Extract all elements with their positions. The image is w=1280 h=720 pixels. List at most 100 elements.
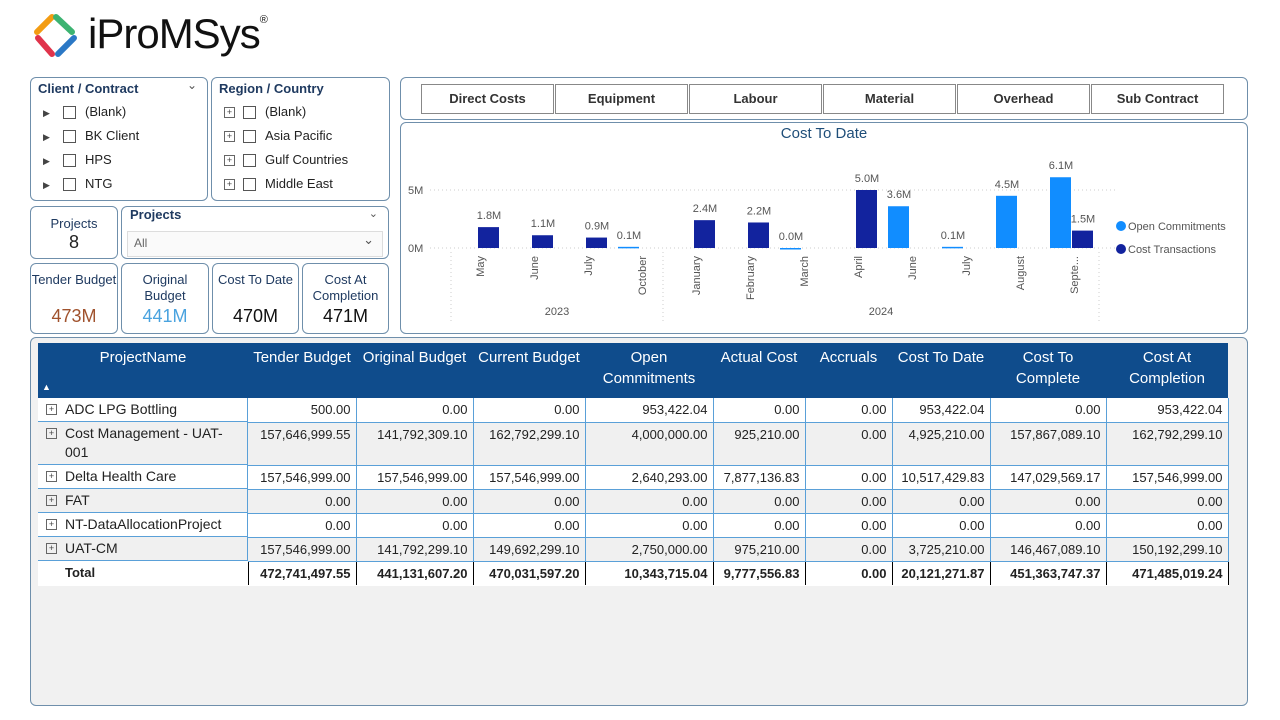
cell: 0.00: [805, 513, 893, 538]
kpi-value: 441M: [142, 306, 188, 326]
cell: 953,422.04: [1106, 398, 1229, 423]
x-tick-label: March: [799, 256, 811, 287]
column-header[interactable]: Open Commitments: [585, 343, 713, 398]
slicer-item[interactable]: + Gulf Countries: [224, 152, 348, 168]
bar: [586, 237, 607, 248]
table-row: + ADC LPG Bottling 500.00 0.00 0.00 953,422.0…: [38, 398, 1229, 423]
checkbox[interactable]: [243, 106, 256, 120]
project-name: Cost Management - UAT-001: [65, 425, 223, 460]
item-label: HPS: [85, 152, 112, 167]
column-header[interactable]: Accruals: [805, 343, 892, 398]
cell: 3,725,210.00: [892, 537, 991, 562]
cell: 0.00: [356, 489, 474, 514]
dropdown-box[interactable]: All ⌄: [127, 231, 383, 257]
item-label: Middle East: [265, 176, 333, 191]
bar: [618, 246, 639, 249]
cell: 157,867,089.10: [990, 422, 1107, 466]
checkbox[interactable]: [243, 130, 256, 144]
checkbox[interactable]: [243, 178, 256, 192]
cell: 4,000,000.00: [585, 422, 714, 466]
project-name: ADC LPG Bottling: [65, 401, 178, 417]
x-tick-label: May: [475, 256, 487, 277]
projects-dropdown[interactable]: Projects ⌄ All ⌄: [121, 206, 389, 259]
slicer-item[interactable]: ▶ BK Client: [43, 128, 139, 144]
bar: [780, 248, 801, 250]
filter-button[interactable]: Sub Contract: [1091, 84, 1224, 114]
column-header[interactable]: Cost To Date: [892, 343, 990, 398]
column-header[interactable]: Cost At Completion: [1106, 343, 1228, 398]
cell: 0.00: [585, 513, 714, 538]
expand-icon[interactable]: +: [46, 471, 57, 482]
cell: 141,792,309.10: [356, 422, 474, 466]
slicer-item[interactable]: ▶ HPS: [43, 152, 112, 168]
item-label: NTG: [85, 176, 113, 191]
y-tick-label: 0M: [408, 243, 423, 255]
expand-icon[interactable]: +: [46, 428, 57, 439]
filter-button[interactable]: Direct Costs: [421, 84, 554, 114]
expand-icon[interactable]: +: [46, 495, 57, 506]
project-name: NT-DataAllocationProject: [65, 516, 222, 532]
filter-button[interactable]: Overhead: [957, 84, 1090, 114]
checkbox[interactable]: [63, 178, 76, 192]
logo-mark: ®: [259, 14, 268, 26]
data-label: 3.6M: [887, 189, 911, 201]
slicer-item[interactable]: + Middle East: [224, 176, 333, 192]
cell: 0.00: [805, 422, 893, 466]
chart-panel: [400, 122, 1248, 334]
x-tick-label: July: [961, 256, 973, 276]
cell: 162,792,299.10: [1106, 422, 1229, 466]
expand-icon[interactable]: +: [46, 543, 57, 554]
table: ProjectName ▲ Tender Budget Original Budget…: [38, 343, 1229, 586]
cell: 0.00: [473, 513, 586, 538]
cell: 149,692,299.10: [473, 537, 586, 562]
cell: 0.00: [805, 465, 893, 490]
checkbox[interactable]: [63, 106, 76, 120]
cell: 0.00: [805, 537, 893, 562]
kpi-card: Tender Budget 473M: [30, 263, 118, 334]
kpi-label: Original Budget: [142, 272, 188, 303]
column-header[interactable]: Tender Budget: [248, 343, 356, 398]
checkbox[interactable]: [63, 130, 76, 144]
column-header[interactable]: Current Budget: [473, 343, 585, 398]
cell: 4,925,210.00: [892, 422, 991, 466]
button-bar: Direct Costs Equipment Labour Material Overh…: [400, 77, 1248, 120]
checkbox[interactable]: [63, 154, 76, 168]
kpi-value: 470M: [232, 306, 279, 326]
cell: 975,210.00: [713, 537, 806, 562]
bar: [996, 195, 1017, 248]
slicer-item[interactable]: + Asia Pacific: [224, 128, 332, 144]
slicer-item[interactable]: ▶ (Blank): [43, 104, 126, 120]
x-tick-label: July: [583, 256, 595, 276]
slicer-item[interactable]: ▶ NTG: [43, 176, 113, 192]
column-header[interactable]: Cost To Complete: [990, 343, 1106, 398]
expand-icon[interactable]: +: [46, 404, 57, 415]
filter-button[interactable]: Labour: [689, 84, 822, 114]
y-tick-label: 5M: [408, 185, 423, 197]
slicer-item[interactable]: + (Blank): [224, 104, 306, 120]
kpi-value: 473M: [51, 306, 97, 326]
column-header[interactable]: ProjectName ▲: [38, 343, 248, 398]
bar: [532, 235, 553, 248]
column-header[interactable]: Actual Cost: [713, 343, 805, 398]
kpi-label: Cost To Date: [218, 272, 293, 287]
cell: 162,792,299.10: [473, 422, 586, 466]
filter-button[interactable]: Equipment: [555, 84, 688, 114]
expand-icon: +: [224, 131, 235, 143]
logo-icon: [34, 14, 77, 57]
bar: [888, 206, 909, 248]
dropdown-title: Projects: [130, 207, 182, 222]
checkbox[interactable]: [243, 154, 256, 168]
data-label: 0.1M: [941, 230, 965, 242]
cell: 0.00: [473, 398, 586, 423]
expand-icon[interactable]: +: [46, 519, 57, 530]
cell: + NT-DataAllocationProject: [38, 513, 248, 537]
cell: 157,546,999.00: [248, 537, 357, 562]
column-header[interactable]: Original Budget: [356, 343, 473, 398]
cell: 10,517,429.83: [892, 465, 991, 490]
total-cell: 10,343,715.04: [585, 561, 714, 586]
filter-button[interactable]: Material: [823, 84, 956, 114]
data-label: 1.1M: [531, 218, 555, 230]
table-row: + NT-DataAllocationProject 0.00 0.00 0.00 0.0…: [38, 513, 1229, 538]
cell: 925,210.00: [713, 422, 806, 466]
x-tick-label: April: [853, 256, 865, 278]
